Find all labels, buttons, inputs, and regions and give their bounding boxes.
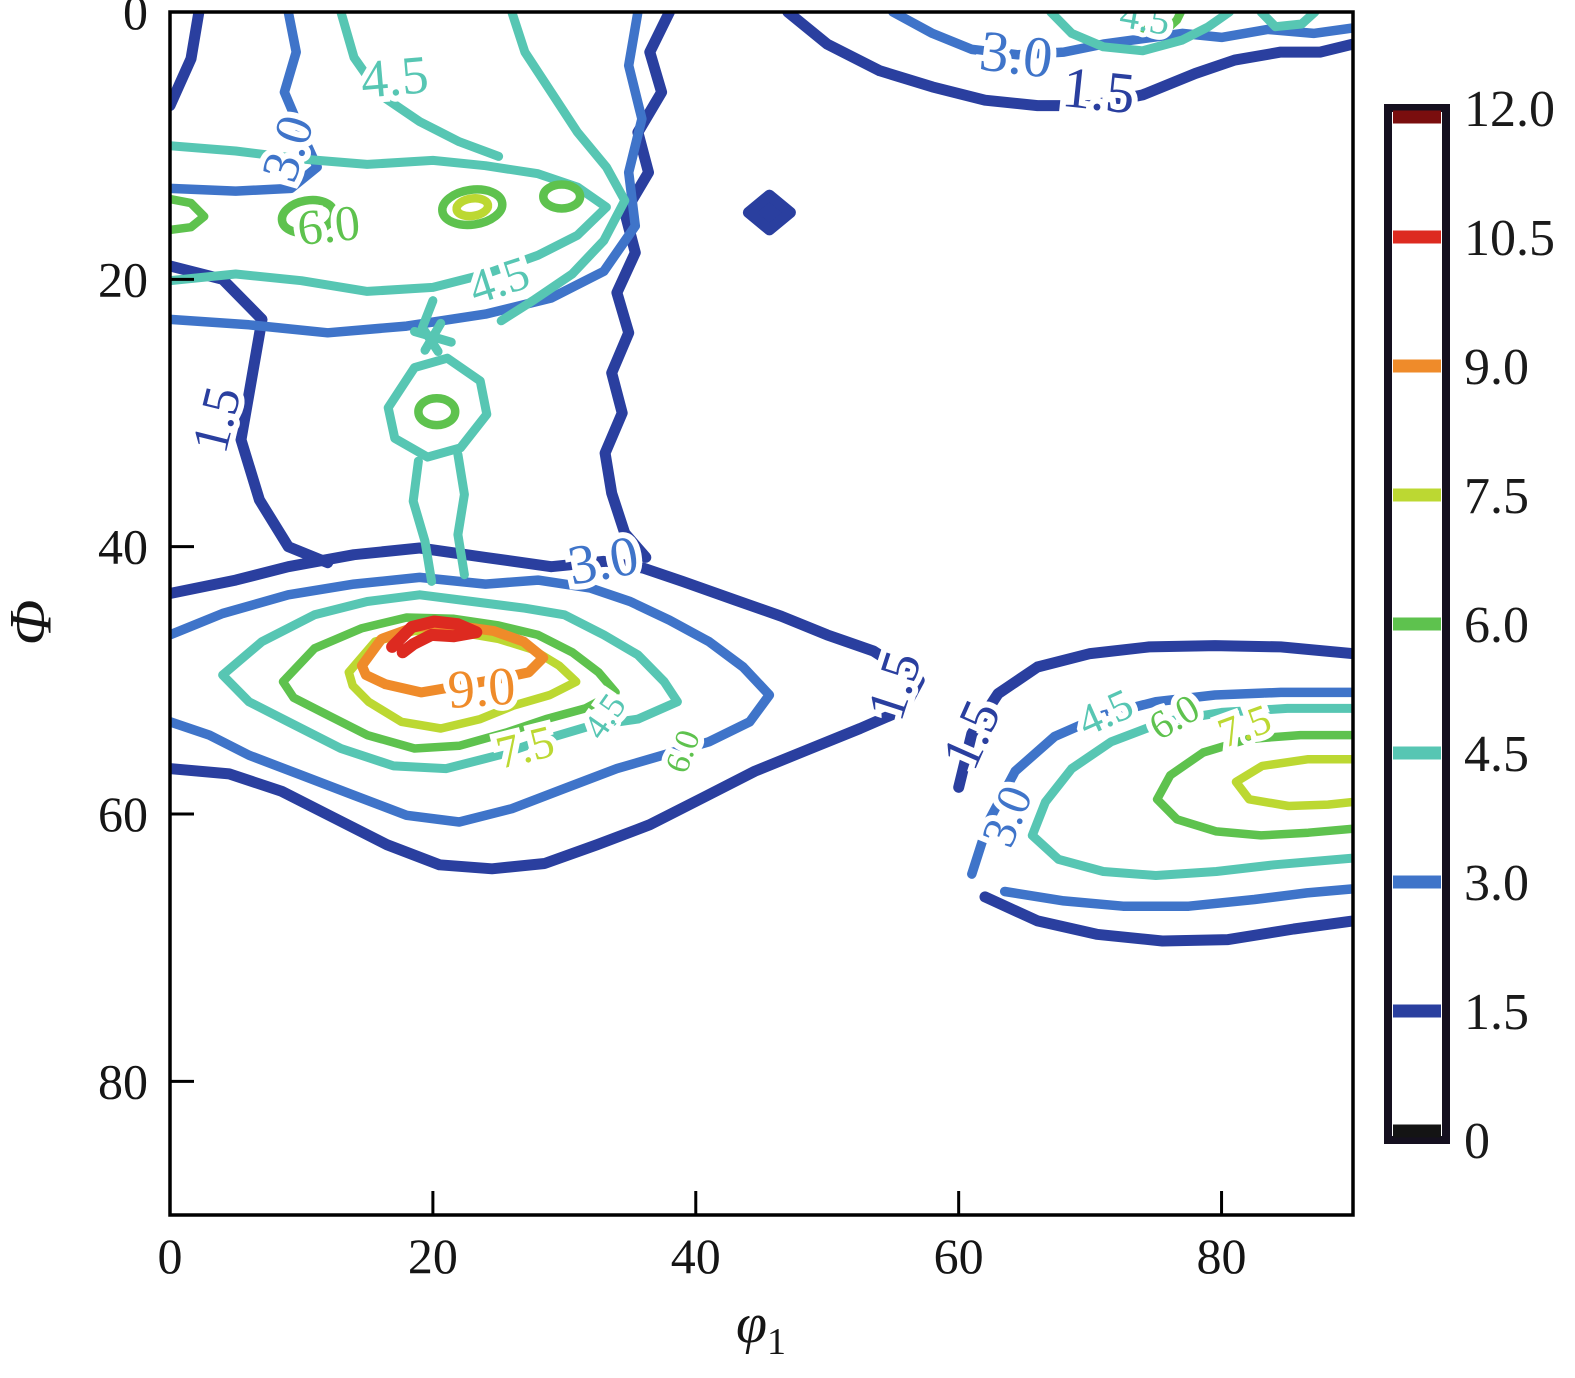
contour-line-6.0 — [1125, 12, 1186, 37]
x-axis-label: φ1 — [686, 1292, 836, 1364]
contour-line-3.0 — [170, 12, 647, 338]
colorbar-tick-label: 6.0 — [1464, 597, 1529, 654]
contour-label: 6.0 — [295, 194, 363, 256]
contour-line-1.5 — [170, 260, 334, 569]
x-tick-label: 0 — [158, 1228, 183, 1284]
contour-line-1.5 — [170, 12, 205, 112]
contour-line-4.5 — [420, 318, 446, 355]
y-tick-label: 80 — [98, 1053, 148, 1109]
colorbar-tick-label: 10.5 — [1464, 210, 1555, 267]
contour-line-4.5 — [496, 12, 630, 326]
contour-label: 3.0 — [563, 524, 643, 597]
contour-line-1.5 — [599, 12, 675, 563]
contour-line-1.5 — [782, 12, 1353, 112]
contour-line-4.5 — [218, 590, 682, 774]
contour-label: 6.0 — [659, 725, 708, 778]
contour-label: 4.5 — [575, 686, 634, 746]
x-tick-label: 40 — [671, 1228, 721, 1284]
colorbar-tick-label: 3.0 — [1464, 855, 1529, 912]
contour-line-7.5 — [452, 194, 493, 221]
contour-label: 3.0 — [976, 17, 1056, 90]
x-axis-label-base: φ — [736, 1293, 767, 1355]
contour-line-4.5 — [1027, 703, 1353, 880]
plot-frame — [168, 10, 1355, 1217]
colorbar-tick-label: 9.0 — [1464, 339, 1529, 396]
contour-line-3.0 — [170, 12, 322, 196]
contour-line-1.5 — [170, 542, 925, 875]
contour-line-4.5 — [453, 449, 469, 580]
contour-label: 1.5 — [930, 691, 1012, 777]
contour-label: 4.5 — [358, 44, 430, 110]
contour-label: 7.5 — [491, 715, 559, 778]
x-tick-label: 20 — [408, 1228, 458, 1284]
contour-label: 3.0 — [251, 109, 325, 188]
colorbar-tick-label: 12.0 — [1464, 81, 1555, 138]
y-axis-label: Φ — [0, 599, 64, 646]
contour-line-6.0 — [170, 194, 209, 235]
contour-line-6.0 — [277, 195, 339, 238]
y-tick-label: 0 — [123, 0, 148, 40]
y-tick-label: 40 — [98, 519, 148, 575]
contour-label: 9.0 — [446, 655, 518, 720]
contour-line-1.5 — [979, 891, 1353, 947]
colorbar-tick-label: 7.5 — [1464, 468, 1529, 525]
contour-line-4.5 — [336, 12, 504, 161]
contour-line-3.0 — [967, 687, 1353, 879]
contour-layer: 4.53.06.04.51.53.09.07.5 4.56.01.51.53.04… — [170, 12, 1353, 947]
contour-line-1.5 — [742, 189, 796, 236]
y-tick-label: 60 — [98, 786, 148, 842]
contour-line-10.5 — [386, 615, 483, 659]
contour-line-6.0 — [438, 185, 507, 230]
contour-line-4.5 — [1046, 12, 1234, 56]
contour-line-7.5 — [1231, 754, 1353, 811]
x-tick-label: 80 — [1197, 1228, 1247, 1284]
contour-line-4.5 — [383, 353, 492, 462]
contour-label: 1.5 — [855, 644, 933, 727]
colorbar-tick-label: 0 — [1464, 1113, 1490, 1170]
colorbar-tick-label: 4.5 — [1464, 726, 1529, 783]
y-tick-label: 20 — [98, 251, 148, 307]
contour-line-1.5 — [953, 640, 1353, 793]
x-tick-label: 60 — [934, 1228, 984, 1284]
contour-line-3.0 — [999, 884, 1353, 911]
colorbar-tick-label: 1.5 — [1464, 984, 1529, 1041]
contour-line-6.0 — [278, 613, 620, 753]
contour-line-4.5 — [170, 141, 611, 296]
contour-line-4.5 — [1256, 12, 1320, 32]
contour-line-4.5 — [408, 456, 437, 586]
contour-line-6.0 — [1152, 730, 1353, 840]
contour-line-6.0 — [414, 394, 460, 430]
x-axis-label-sub: 1 — [766, 1321, 786, 1364]
contour-label: 1.5 — [1059, 54, 1138, 126]
contour-line-6.0 — [539, 180, 585, 213]
